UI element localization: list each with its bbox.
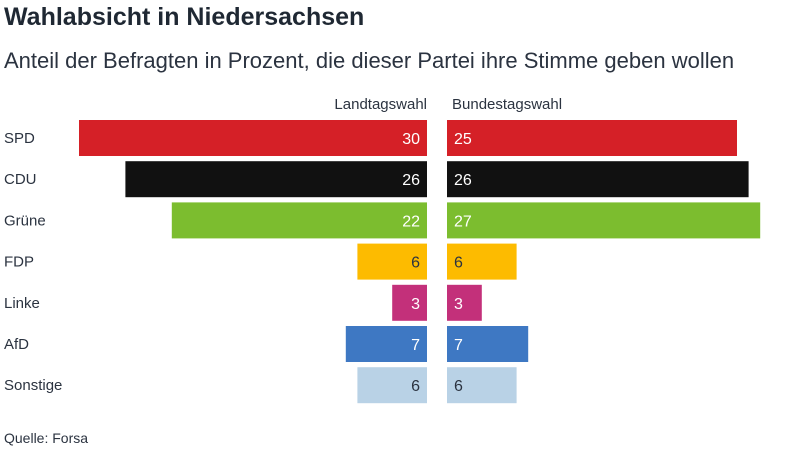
- value-label-bundestagswahl-fdp: 6: [454, 255, 463, 272]
- value-label-landtagswahl-fdp: 6: [411, 255, 420, 272]
- value-label-landtagswahl-sonstige: 6: [411, 378, 420, 395]
- bar-bundestagswahl-gr-ne: [447, 202, 761, 239]
- category-label-afd: AfD: [4, 336, 29, 353]
- source-note: Quelle: Forsa: [4, 430, 89, 446]
- bar-bundestagswahl-cdu: [447, 161, 749, 198]
- value-label-bundestagswahl-spd: 25: [454, 131, 472, 148]
- bar-landtagswahl-spd: [79, 120, 427, 156]
- butterfly-bar-chart: SPD 30 25 CDU 26 26 Grüne 22 27 FDP 6 6 Linke 3 3 AfD 7 7…: [4, 120, 761, 404]
- value-label-bundestagswahl-gr-ne: 27: [454, 213, 472, 230]
- chart-subtitle: Anteil der Befragten in Prozent, die die…: [4, 48, 735, 73]
- value-label-bundestagswahl-cdu: 26: [454, 172, 472, 189]
- value-label-landtagswahl-linke: 3: [411, 296, 420, 313]
- category-label-fdp: FDP: [4, 254, 34, 271]
- value-label-landtagswahl-spd: 30: [402, 131, 420, 148]
- value-label-landtagswahl-cdu: 26: [402, 172, 420, 189]
- series-label-landtagswahl: Landtagswahl: [334, 96, 427, 113]
- category-label-gr-ne: Grüne: [4, 212, 46, 229]
- category-label-spd: SPD: [4, 130, 35, 147]
- bar-landtagswahl-cdu: [125, 161, 428, 198]
- category-label-cdu: CDU: [4, 171, 37, 188]
- bar-bundestagswahl-fdp: [447, 243, 517, 280]
- value-label-bundestagswahl-afd: 7: [454, 337, 463, 354]
- bar-bundestagswahl-afd: [447, 326, 529, 362]
- value-label-landtagswahl-afd: 7: [411, 337, 420, 354]
- category-label-linke: Linke: [4, 295, 40, 312]
- series-label-bundestagswahl: Bundestagswahl: [452, 96, 563, 113]
- value-label-landtagswahl-gr-ne: 22: [402, 213, 420, 230]
- bar-landtagswahl-afd: [345, 326, 427, 362]
- value-label-bundestagswahl-sonstige: 6: [454, 378, 463, 395]
- chart-title: Wahlabsicht in Niedersachsen: [4, 3, 365, 31]
- bar-landtagswahl-fdp: [357, 243, 427, 280]
- bar-landtagswahl-gr-ne: [171, 202, 427, 239]
- category-label-sonstige: Sonstige: [4, 377, 62, 394]
- bar-bundestagswahl-spd: [447, 120, 737, 156]
- bar-bundestagswahl-sonstige: [447, 367, 517, 404]
- bar-landtagswahl-sonstige: [357, 367, 427, 404]
- bar-landtagswahl-linke: [392, 284, 427, 321]
- bar-bundestagswahl-linke: [447, 284, 482, 321]
- value-label-bundestagswahl-linke: 3: [454, 296, 463, 313]
